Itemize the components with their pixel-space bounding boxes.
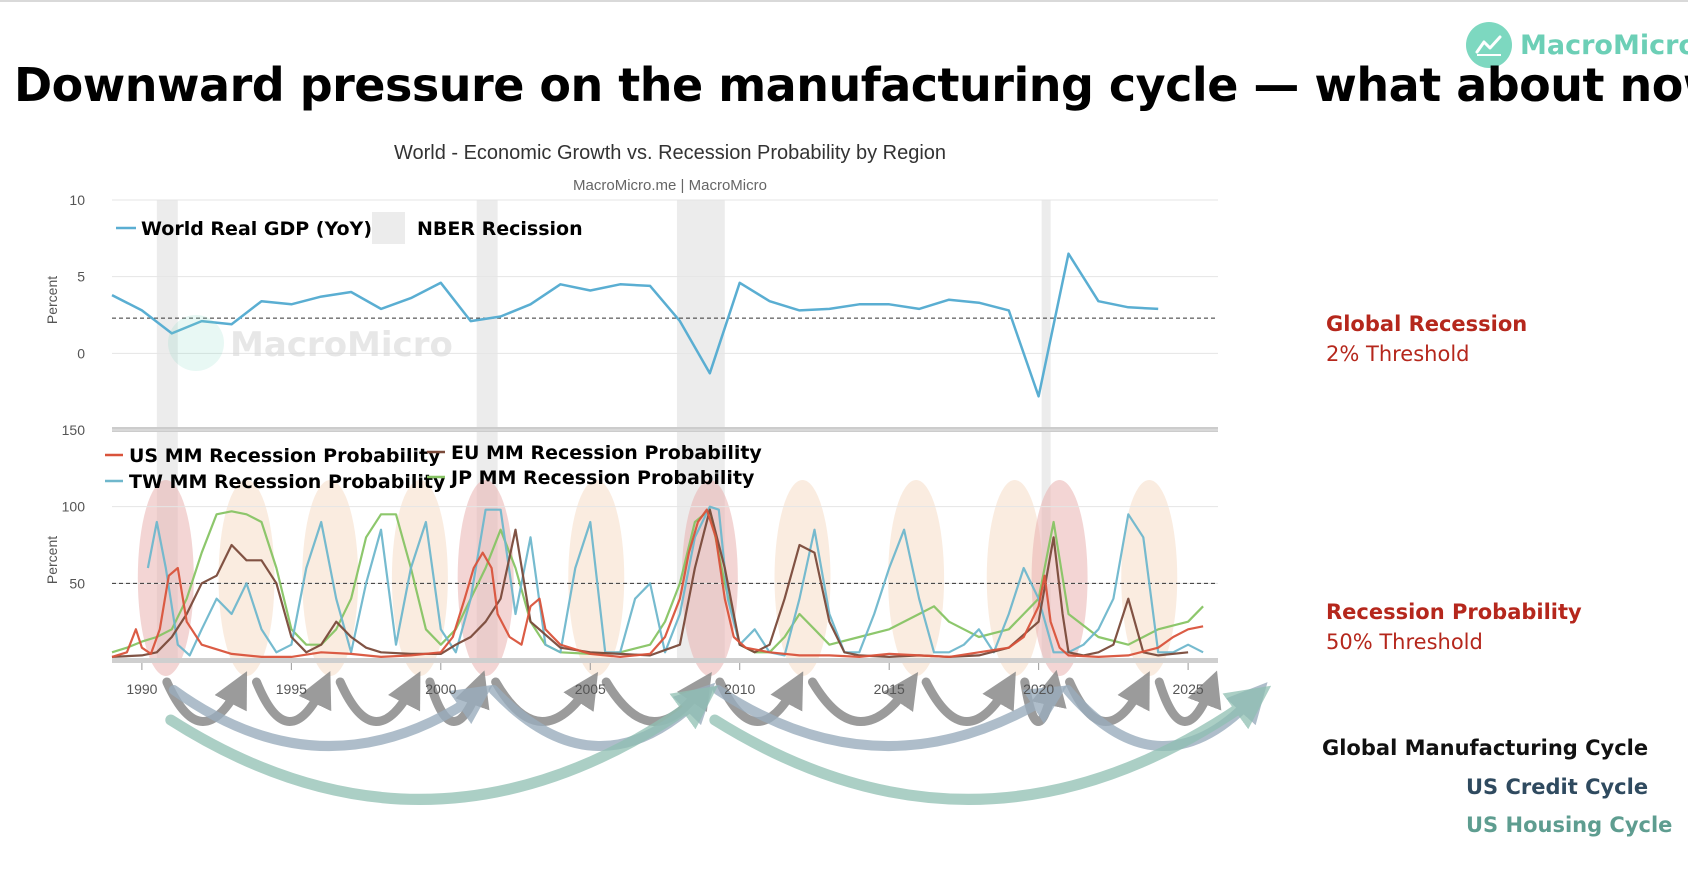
x-tick-label: 2000 bbox=[425, 681, 456, 697]
eu-mm-recession-probability-line bbox=[111, 508, 1189, 659]
bottom-y-tick-label: 150 bbox=[62, 422, 86, 438]
brand-chart-icon bbox=[1466, 22, 1512, 68]
watermark-badge bbox=[168, 315, 224, 371]
x-tick-label: 2010 bbox=[724, 681, 755, 697]
bottom-y-axis-title: Percent bbox=[44, 536, 60, 584]
cycle-highlight-oval-2 bbox=[218, 480, 275, 676]
brand-logo: MacroMicro bbox=[1466, 22, 1688, 68]
legend-jp-mm-recession-probability-label: JP MM Recession Probability bbox=[449, 467, 755, 489]
us-mm-recession-probability-line bbox=[111, 508, 1204, 659]
brand-name: MacroMicro bbox=[1520, 29, 1688, 61]
manufacturing-cycle-arrow-9 bbox=[921, 671, 1016, 726]
cycle-label-manufacturing: Global Manufacturing Cycle bbox=[1322, 736, 1649, 760]
x-tick-label: 2025 bbox=[1173, 681, 1204, 697]
x-tick-label: 1995 bbox=[276, 681, 307, 697]
housing-cycle-arrow-1 bbox=[165, 685, 719, 805]
manufacturing-cycle-arrow-12 bbox=[1154, 670, 1222, 726]
cycle-highlight-oval-5 bbox=[457, 480, 514, 676]
tw-mm-recession-probability-line bbox=[146, 505, 1204, 657]
x-tick-label: 2020 bbox=[1023, 681, 1054, 697]
bottom-y-tick-label: 100 bbox=[62, 499, 86, 515]
cycle-highlight-oval-9 bbox=[888, 480, 945, 676]
world-real-gdp-yoy-line bbox=[111, 252, 1159, 398]
chart-subtitle: MacroMicro.me | MacroMicro bbox=[573, 177, 767, 194]
legend-nber-label: NBER Recission bbox=[417, 218, 583, 240]
top-y-tick-label: 0 bbox=[77, 345, 85, 361]
top-y-tick-label: 10 bbox=[69, 192, 85, 208]
watermark-text: MacroMicro bbox=[230, 325, 453, 365]
manufacturing-cycle-arrow-1 bbox=[162, 671, 248, 726]
top-y-tick-label: 5 bbox=[77, 269, 85, 285]
cycle-highlight-oval-1 bbox=[137, 480, 194, 676]
recession-probability-title: Recession Probability bbox=[1326, 600, 1582, 624]
page-title: Downward pressure on the manufacturing c… bbox=[14, 58, 1688, 112]
legend-us-mm-recession-probability-label: US MM Recession Probability bbox=[129, 445, 441, 467]
x-tick-label: 2015 bbox=[874, 681, 905, 697]
bottom-y-tick-label: 50 bbox=[69, 575, 85, 591]
top-divider bbox=[0, 0, 1688, 2]
cycle-highlight-oval-4 bbox=[391, 480, 448, 676]
legend-nber-swatch bbox=[372, 212, 405, 244]
cycle-highlight-oval-8 bbox=[774, 480, 831, 676]
manufacturing-cycle-arrow-8 bbox=[808, 672, 919, 726]
global-recession-title: Global Recession bbox=[1326, 312, 1528, 336]
global-recession-threshold: 2% Threshold bbox=[1326, 342, 1470, 366]
top-y-axis-title: Percent bbox=[44, 276, 60, 324]
cycle-label-credit: US Credit Cycle bbox=[1466, 775, 1649, 799]
chart-title: World - Economic Growth vs. Recession Pr… bbox=[393, 142, 947, 164]
recession-probability-threshold: 50% Threshold bbox=[1326, 630, 1483, 654]
housing-cycle-arrow-2 bbox=[709, 685, 1272, 805]
legend-tw-mm-recession-probability-label: TW MM Recession Probability bbox=[129, 471, 446, 493]
legend-eu-mm-recession-probability-label: EU MM Recession Probability bbox=[451, 442, 762, 464]
x-tick-label: 1990 bbox=[126, 681, 157, 697]
legend-gdp-label: World Real GDP (YoY) bbox=[141, 218, 372, 240]
manufacturing-cycle-arrow-3 bbox=[335, 671, 421, 726]
cycle-label-housing: US Housing Cycle bbox=[1466, 813, 1673, 837]
x-tick-label: 2005 bbox=[575, 681, 606, 697]
x-axis-bar bbox=[112, 658, 1218, 663]
credit-cycle-arrow-1 bbox=[168, 684, 493, 751]
manufacturing-cycle-arrow-2 bbox=[252, 670, 332, 726]
credit-cycle-arrow-3 bbox=[712, 685, 1068, 751]
